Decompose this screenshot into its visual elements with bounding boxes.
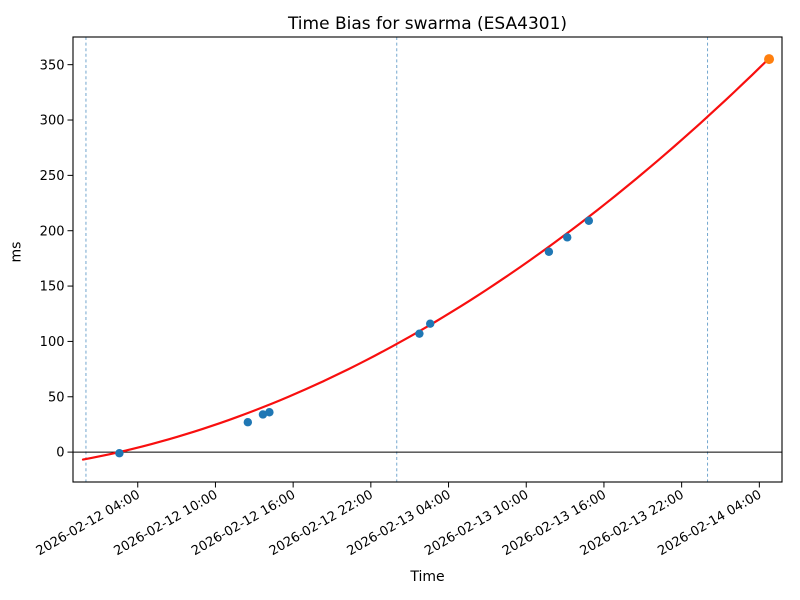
- scatter-points-layer: [115, 54, 775, 458]
- observations-point: [258, 410, 268, 419]
- plot-frame: [72, 36, 783, 483]
- chart-title: Time Bias for swarma (ESA4301): [287, 14, 567, 34]
- fit-curve: [81, 57, 771, 461]
- observations-point: [115, 449, 124, 458]
- y-tick-label: 250: [40, 169, 65, 184]
- observations-point: [584, 216, 594, 225]
- x-axis-label: Time: [409, 569, 444, 585]
- observations-point: [563, 233, 572, 242]
- day-boundary-gridlines: [85, 37, 709, 482]
- y-tick-label: 50: [48, 390, 65, 405]
- observations-point: [544, 247, 554, 256]
- y-tick-label: 300: [40, 114, 65, 129]
- observations-point: [415, 329, 424, 338]
- y-tick-label: 0: [56, 446, 64, 461]
- y-tick-label: 150: [40, 280, 65, 295]
- observations-point: [426, 319, 435, 328]
- y-tick-label: 200: [40, 224, 65, 239]
- axes-frame-layer: [72, 36, 783, 483]
- y-axis-label: ms: [9, 242, 25, 263]
- y-tick-label: 350: [40, 58, 65, 73]
- prediction-point: [764, 54, 775, 65]
- observations-point: [243, 418, 253, 427]
- observations-point: [265, 408, 274, 417]
- y-tick-label: 100: [40, 335, 65, 350]
- fit-curve-layer: [81, 57, 771, 461]
